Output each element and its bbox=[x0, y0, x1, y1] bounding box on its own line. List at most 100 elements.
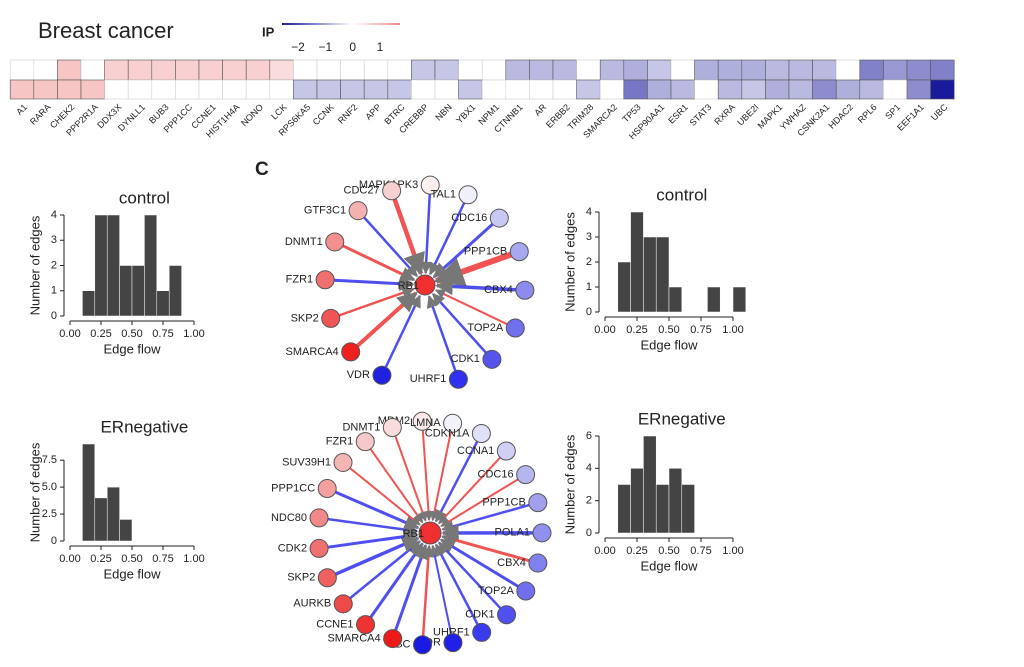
bar bbox=[630, 468, 644, 534]
column-label: LCK bbox=[269, 102, 288, 121]
heatmap-title: Breast cancer bbox=[38, 18, 174, 43]
edge bbox=[356, 291, 418, 348]
y-axis-label: Number of edges bbox=[27, 215, 42, 315]
heatmap-cell bbox=[505, 79, 530, 100]
edge bbox=[429, 544, 453, 635]
heatmap-cell bbox=[411, 79, 436, 100]
node-label: TAL1 bbox=[431, 189, 456, 201]
node bbox=[355, 432, 375, 452]
bar bbox=[144, 214, 158, 317]
heatmap-cell bbox=[127, 59, 153, 81]
edge bbox=[327, 529, 419, 549]
edge bbox=[369, 542, 424, 619]
heatmap-cell bbox=[788, 79, 813, 100]
node bbox=[505, 318, 525, 338]
node-label: PPP1CB bbox=[482, 497, 525, 509]
edge bbox=[421, 544, 435, 636]
heatmap-cell bbox=[481, 79, 507, 100]
edge bbox=[439, 538, 519, 588]
heatmap-cell bbox=[765, 79, 790, 100]
column-label: APP bbox=[363, 102, 383, 122]
column-label: UBC bbox=[929, 102, 950, 123]
node bbox=[309, 538, 329, 558]
heatmap-cell bbox=[670, 79, 695, 100]
node bbox=[382, 418, 402, 438]
x-tick-label: 0.50 bbox=[121, 553, 142, 565]
heatmap-cell bbox=[765, 59, 790, 81]
y-tick-label: 4 bbox=[586, 206, 592, 218]
y-tick-label: 0 bbox=[586, 527, 592, 539]
heatmap-cell bbox=[175, 79, 200, 100]
heatmap-cell bbox=[576, 59, 601, 81]
heatmap-cell bbox=[623, 59, 648, 81]
heatmap-cell bbox=[9, 59, 35, 81]
node bbox=[443, 413, 463, 433]
edge bbox=[434, 440, 479, 523]
heatmap-cell bbox=[812, 59, 837, 81]
heatmap-cell bbox=[694, 59, 719, 81]
heatmap-cell bbox=[859, 59, 884, 81]
heatmap-cell bbox=[269, 59, 294, 81]
node bbox=[412, 411, 432, 431]
node-label: GTF3C1 bbox=[304, 205, 346, 217]
node bbox=[528, 493, 548, 513]
y-tick-label: 2 bbox=[586, 256, 592, 268]
heatmap-cell bbox=[104, 59, 129, 81]
node-label: CDK1 bbox=[465, 609, 494, 621]
bar bbox=[106, 486, 120, 542]
column-label: RPL6 bbox=[856, 102, 879, 125]
node bbox=[317, 479, 337, 499]
heatmap-cell bbox=[198, 59, 223, 81]
node-label: VDR bbox=[347, 369, 370, 381]
column-label: SP1 bbox=[883, 102, 902, 121]
heatmap-cell bbox=[340, 59, 365, 81]
x-axis-label: Edge flow bbox=[640, 337, 698, 352]
node bbox=[333, 452, 353, 472]
bar bbox=[131, 265, 145, 317]
heatmap-cell bbox=[906, 59, 931, 81]
node-label: SMARCA4 bbox=[285, 346, 338, 358]
heatmap-cell bbox=[529, 59, 554, 81]
heatmap-cell bbox=[481, 59, 507, 81]
heatmap-cell bbox=[340, 79, 365, 100]
node bbox=[382, 181, 402, 201]
hub-node bbox=[418, 521, 442, 545]
panel-label: C bbox=[255, 159, 269, 180]
x-tick-label: 1.00 bbox=[183, 553, 204, 565]
node bbox=[471, 423, 491, 443]
heatmap-cell bbox=[741, 59, 766, 81]
heatmap-cell bbox=[33, 59, 58, 81]
node-label: SKP2 bbox=[291, 312, 319, 324]
node-label: FZR1 bbox=[286, 274, 314, 286]
bar bbox=[82, 443, 96, 542]
node bbox=[482, 349, 502, 369]
node-label: CDK1 bbox=[451, 353, 480, 365]
x-tick-label: 0.50 bbox=[658, 545, 679, 557]
heatmap-cell bbox=[741, 79, 766, 100]
heatmap-cell bbox=[293, 59, 318, 81]
x-tick-label: 0.50 bbox=[121, 328, 142, 340]
heatmap-cell bbox=[363, 79, 389, 100]
y-tick-label: 0 bbox=[51, 310, 57, 322]
node bbox=[528, 553, 548, 573]
y-tick-label: 7.5 bbox=[42, 454, 57, 466]
heatmap-cell bbox=[505, 59, 530, 81]
bar bbox=[732, 286, 747, 313]
node bbox=[383, 629, 403, 649]
heatmap-cell bbox=[694, 79, 719, 100]
heatmap-cell bbox=[812, 79, 837, 100]
node bbox=[496, 441, 516, 461]
heatmap-cell bbox=[387, 79, 412, 100]
x-tick-label: 0.00 bbox=[594, 545, 615, 557]
edge bbox=[334, 490, 420, 530]
heatmap-cell bbox=[198, 79, 223, 100]
node-label: PPP1CC bbox=[271, 482, 315, 494]
node-label: CDC16 bbox=[451, 212, 487, 224]
node bbox=[472, 622, 492, 642]
node bbox=[341, 342, 361, 362]
bar bbox=[630, 211, 644, 313]
heatmap-cell bbox=[717, 59, 743, 81]
node bbox=[315, 270, 335, 290]
edges bbox=[327, 430, 534, 636]
edge bbox=[440, 478, 519, 528]
